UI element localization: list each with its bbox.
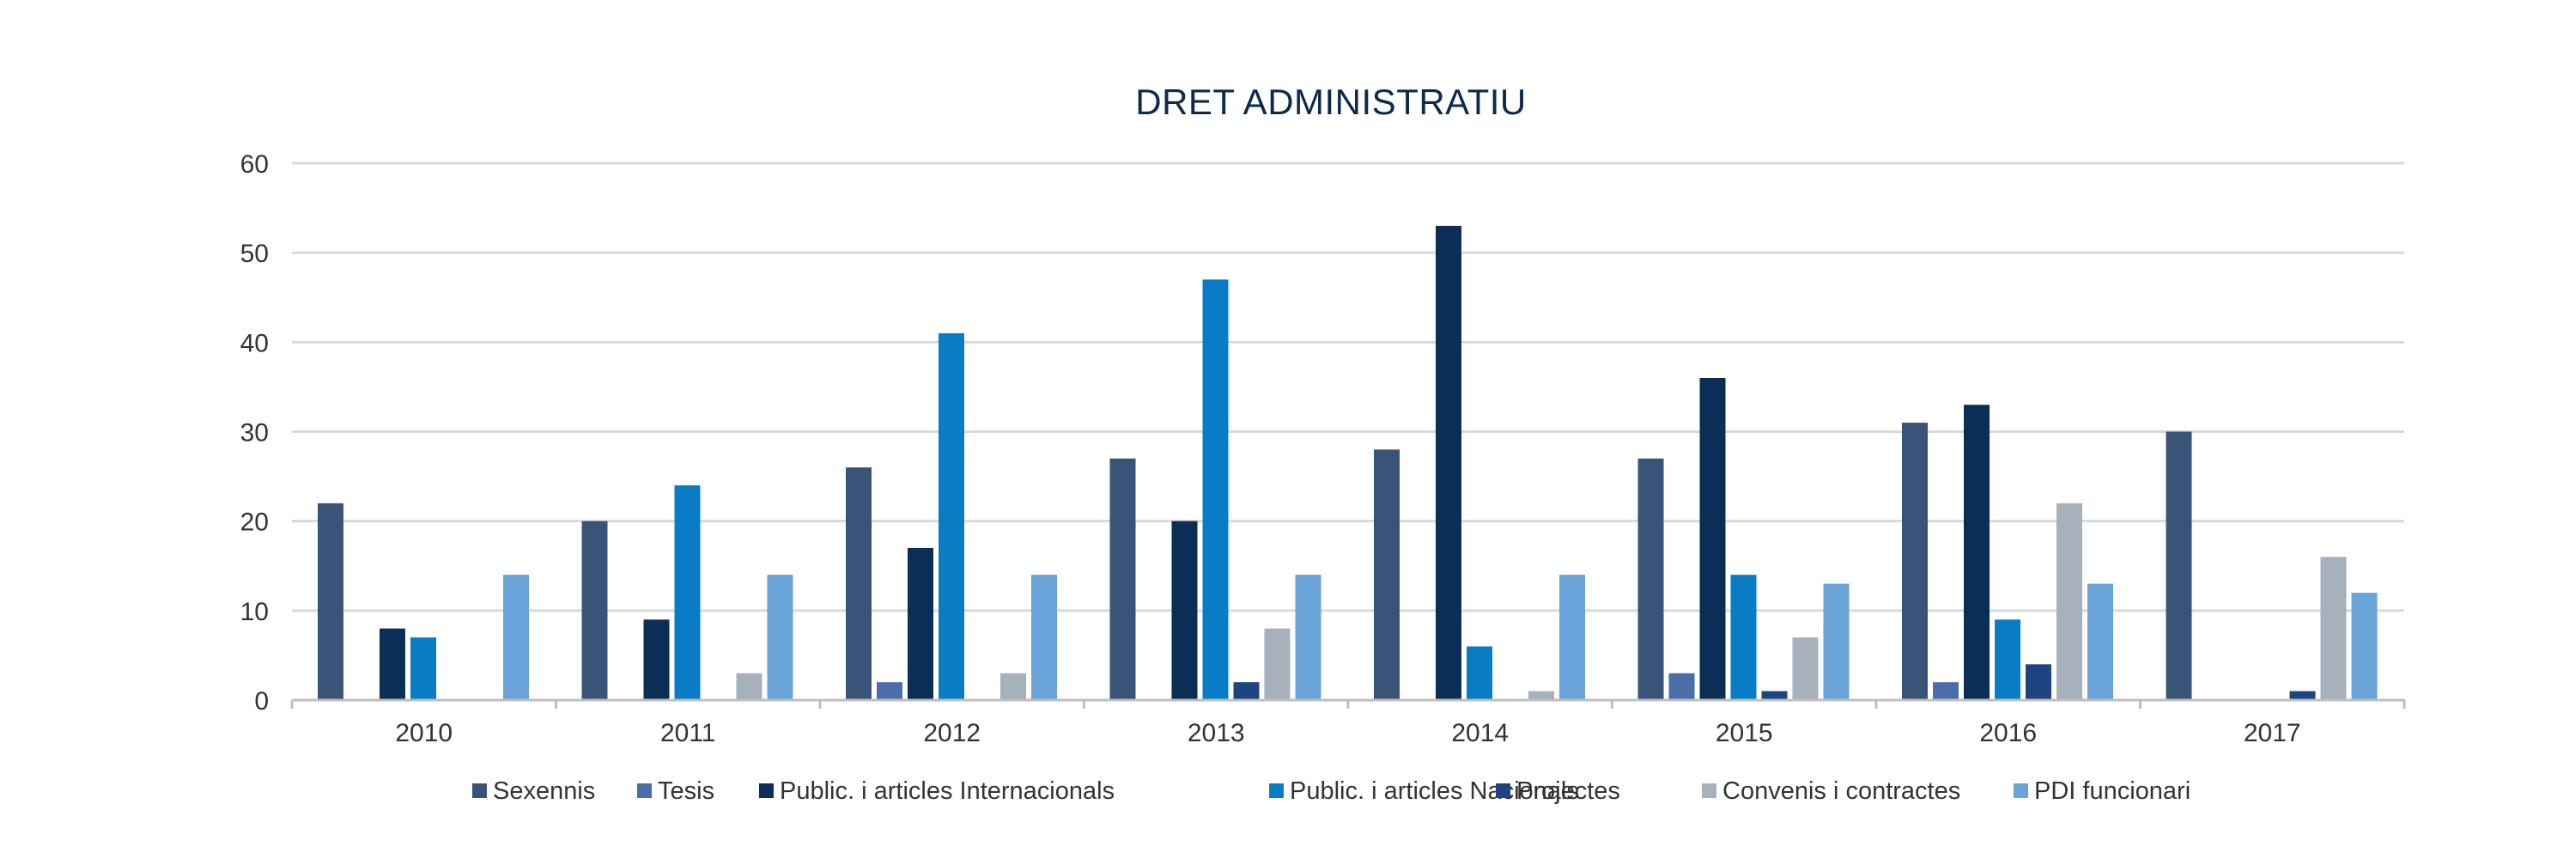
legend-label: Convenis i contractes <box>1722 777 1960 805</box>
bar <box>1637 458 1664 700</box>
bar <box>939 332 964 700</box>
bar <box>1730 575 1757 700</box>
legend-swatch <box>1702 783 1716 798</box>
bar <box>503 575 529 700</box>
legend-item: Tesis <box>637 777 714 805</box>
x-tick-label: 2014 <box>1451 719 1509 747</box>
bar <box>736 673 762 700</box>
legend-label: Tesis <box>658 777 714 805</box>
bar <box>1902 423 1928 700</box>
bar <box>1995 619 2020 700</box>
gridlines <box>292 161 2404 612</box>
x-tick-label: 2015 <box>1716 719 1773 747</box>
x-tick-label: 2013 <box>1188 719 1245 747</box>
bar <box>2087 583 2113 700</box>
bar <box>1792 637 1819 700</box>
bar <box>1233 682 1260 700</box>
chart-title: DRET ADMINISTRATIU <box>1135 82 1526 122</box>
x-tick-label: 2010 <box>395 719 453 747</box>
legend-item: Projectes <box>1496 777 1620 805</box>
legend-item: Public. i articles Nacionals <box>1269 777 1579 805</box>
bar <box>1668 673 1695 700</box>
y-tick-label: 30 <box>240 419 269 448</box>
bar <box>1000 673 1026 700</box>
bar <box>2351 593 2378 700</box>
bar <box>2320 557 2347 700</box>
bar <box>877 682 902 700</box>
bar <box>410 637 436 700</box>
legend: Sexennis Tesis Public. i articles Internac… <box>472 777 2190 805</box>
bar <box>380 628 405 700</box>
bar <box>1109 458 1136 700</box>
bar <box>1964 405 1990 700</box>
legend-item: Convenis i contractes <box>1702 777 1960 805</box>
legend-label: Public. i articles Nacionals <box>1290 777 1579 805</box>
bar <box>674 485 701 700</box>
bar <box>2289 691 2316 700</box>
y-tick-label: 40 <box>240 329 269 357</box>
bar <box>1699 378 1726 700</box>
bar <box>318 503 343 700</box>
bar <box>908 547 933 700</box>
legend-item: Sexennis <box>472 777 595 805</box>
legend-swatch <box>637 783 652 798</box>
y-tick-label: 50 <box>240 240 269 268</box>
legend-item: PDI funcionari <box>2014 777 2190 805</box>
x-tick-label: 2011 <box>660 719 716 747</box>
bar <box>1031 575 1057 700</box>
bar <box>2166 431 2192 700</box>
bar <box>1559 575 1585 700</box>
bar <box>1933 682 1959 700</box>
bar <box>1171 521 1198 700</box>
bar <box>846 467 872 700</box>
bar <box>2057 503 2082 700</box>
y-tick-label: 0 <box>254 687 269 716</box>
bar <box>1467 646 1492 700</box>
bar <box>1528 691 1554 700</box>
bar <box>2026 664 2051 700</box>
y-tick-label: 10 <box>240 598 269 626</box>
y-tick-label: 20 <box>240 509 269 537</box>
legend-swatch <box>1269 783 1284 798</box>
bar <box>1202 279 1229 700</box>
bar <box>1761 691 1788 700</box>
legend-label: Public. i articles Internacionals <box>780 777 1115 805</box>
x-tick-label: 2012 <box>923 719 981 747</box>
y-tick-label: 60 <box>240 150 269 179</box>
y-axis: 0 10 20 30 40 50 60 <box>240 150 269 716</box>
bar <box>1264 628 1291 700</box>
legend-label: PDI funcionari <box>2034 777 2190 805</box>
bars <box>318 225 2378 701</box>
legend-item: Public. i articles Internacionals <box>759 777 1115 805</box>
bar <box>1295 575 1321 700</box>
legend-swatch <box>759 783 774 798</box>
bar <box>1436 225 1461 701</box>
bar <box>1823 583 1850 700</box>
legend-label: Projectes <box>1516 777 1620 805</box>
x-tick-label: 2016 <box>1979 719 2037 747</box>
bar <box>581 521 608 700</box>
legend-swatch <box>472 783 487 798</box>
x-axis: 2010 2011 2012 2013 2014 2015 2016 2017 <box>290 698 2406 747</box>
x-tick-label: 2017 <box>2244 719 2301 747</box>
legend-label: Sexennis <box>493 777 595 805</box>
legend-swatch <box>1496 783 1510 798</box>
bar <box>1374 449 1400 700</box>
legend-swatch <box>2014 783 2028 798</box>
bar <box>767 575 793 700</box>
bar <box>643 619 670 700</box>
